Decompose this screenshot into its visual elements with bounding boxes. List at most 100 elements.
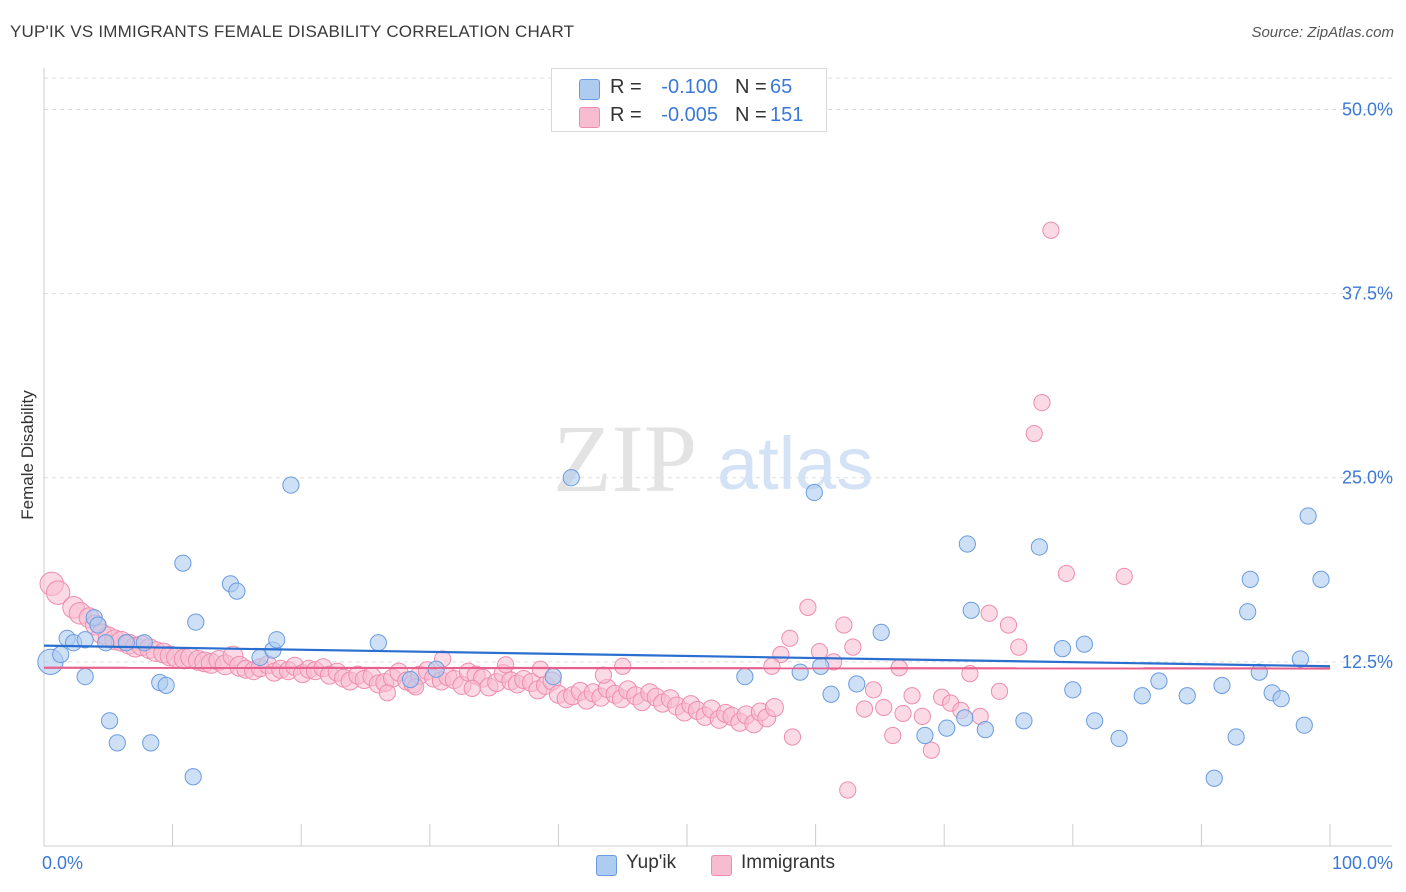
immigrants-point [1057,564,1075,583]
yupik-point [401,670,420,689]
yupik-point [562,469,580,487]
r-value: -0.100 [661,76,718,98]
immigrants-trend-line [43,666,1331,670]
yupik-point [1053,640,1072,658]
y-axis-label: Female Disability [18,390,37,520]
yupik-point [184,768,202,786]
immigrants-point [764,698,784,718]
yupik-point [108,734,126,752]
yupik-point [1110,729,1128,748]
yupik-point [791,663,809,681]
grid-lines [44,77,1392,663]
immigrants-point [855,700,874,718]
yupik-legend-label: Yup'ik [626,852,677,873]
yupik-point [427,660,445,678]
immigrants-points [39,221,1133,799]
immigrants-point [497,656,515,674]
yupik-point [1299,507,1317,525]
x-tick-label-min: 0.0% [42,853,83,873]
yupik-point [282,476,300,494]
legend-row-yupik: R = -0.100 N = 65 [552,73,826,101]
immigrants-point [594,666,613,684]
x-tick-label-max: 100.0% [1332,853,1393,873]
correlation-legend: R = -0.100 N = 65 R = -0.005 N = 151 [551,68,827,132]
y-tick-label: 37.5% [1342,284,1393,304]
n-label: N = [735,104,767,126]
yupik-point [938,719,956,737]
yupik-point [962,601,980,619]
yupik-point [1291,650,1310,668]
yupik-point [958,535,976,553]
yupik-point [117,634,135,652]
immigrants-point [378,684,396,702]
yupik-point [100,712,119,730]
yupik-point [228,582,246,600]
yupik-legend-swatch [596,855,617,876]
watermark-zip: ZIP [553,405,697,512]
yupik-point [956,709,974,727]
immigrants-legend-label: Immigrants [741,852,835,873]
immigrants-point [875,698,893,717]
yupik-point [822,685,840,703]
yupik-point [142,734,160,752]
immigrants-point [903,687,921,705]
tick-labels: 12.5% 25.0% 37.5% 50.0% 0.0% 100.0% [42,99,1393,873]
yupik-point [89,616,107,634]
r-value: -0.005 [661,104,718,126]
immigrants-point [839,781,857,799]
immigrants-point [781,629,799,647]
yupik-point [812,657,830,675]
n-value: 65 [770,76,793,98]
yupik-point [268,631,286,649]
immigrants-point [45,580,71,605]
yupik-point [1015,712,1033,730]
immigrants-point [980,604,998,622]
immigrants-swatch [579,107,600,128]
immigrants-point [990,682,1009,700]
immigrants-point [763,657,781,675]
yupik-point [1030,538,1048,556]
n-label: N = [735,76,767,98]
immigrants-point [844,638,862,656]
immigrants-point [1025,424,1043,443]
yupik-point [916,726,934,745]
yupik-point [1213,676,1231,695]
immigrants-point [463,679,481,697]
immigrants-point [864,681,883,699]
yupik-point [544,667,562,686]
yupik-point [1178,687,1196,705]
yupik-point [1075,635,1093,653]
immigrants-point [1033,394,1051,412]
trend-lines [43,644,1331,670]
yupik-point [1086,712,1104,730]
yupik-point [1064,681,1082,699]
immigrants-point [961,665,979,683]
yupik-point [1239,603,1257,621]
immigrants-point [1042,221,1060,239]
yupik-point [1272,690,1290,708]
y-tick-label: 12.5% [1342,652,1393,672]
yupik-swatch [579,79,600,100]
n-value: 151 [770,104,804,126]
source-credit: Source: ZipAtlas.com [1251,24,1394,41]
yupik-point [76,631,94,649]
series-legend: Yup'ik Immigrants [0,851,1406,879]
yupik-point [1312,570,1330,588]
yupik-trend-line [43,644,1331,668]
immigrants-legend-swatch [711,855,732,876]
immigrants-point [835,616,853,634]
immigrants-point [799,598,817,616]
yupik-point [1150,672,1168,690]
yupik-point [1133,687,1151,705]
watermark-atlas: atlas [717,422,873,505]
yupik-point [187,613,205,631]
immigrants-point [783,728,802,746]
yupik-point [174,554,192,572]
yupik-point [1295,716,1313,734]
yupik-points [37,469,1330,787]
immigrants-point [913,707,931,725]
yupik-point [369,634,387,652]
immigrants-point [614,657,632,675]
chart-title: YUP'IK VS IMMIGRANTS FEMALE DISABILITY C… [10,22,575,41]
